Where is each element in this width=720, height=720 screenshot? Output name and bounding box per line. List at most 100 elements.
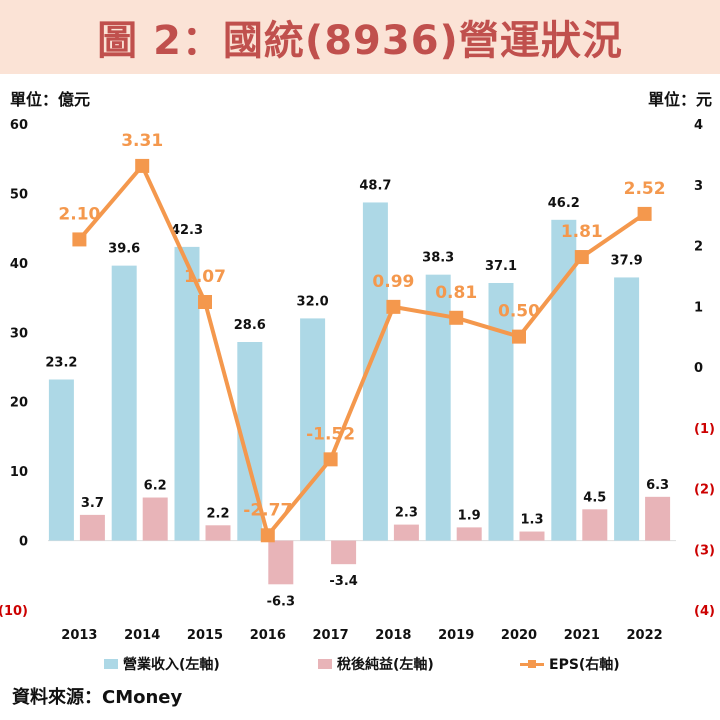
net-income-data-label: 3.7: [81, 496, 104, 511]
left-tick-label: 20: [10, 396, 28, 411]
source-note: 資料來源：CMoney: [12, 687, 183, 708]
revenue-data-label: 38.3: [422, 251, 454, 266]
revenue-data-label: 48.7: [359, 178, 391, 193]
x-tick-label: 2022: [627, 628, 663, 643]
right-tick-label: (2): [694, 483, 715, 498]
chart-title: 圖 2：國統(8936)營運狀況: [97, 18, 623, 64]
net-income-data-label: 4.5: [583, 490, 606, 505]
revenue-bar: [551, 219, 577, 541]
net-income-bar: [79, 514, 105, 541]
x-tick-label: 2016: [250, 628, 286, 643]
eps-marker: [637, 206, 652, 221]
net-income-bar: [645, 496, 671, 541]
legend-swatch-net-income: [318, 659, 332, 669]
net-income-data-label: 6.2: [144, 479, 167, 494]
revenue-bar: [300, 318, 326, 541]
eps-marker: [135, 158, 150, 173]
revenue-data-label: 46.2: [548, 196, 580, 211]
legend-item-net-income: 稅後純益(左軸): [318, 654, 434, 674]
net-income-bar: [456, 527, 482, 541]
net-income-data-label: 1.9: [458, 508, 481, 523]
net-income-data-label: 2.2: [206, 506, 229, 521]
revenue-data-label: 37.9: [611, 253, 643, 268]
left-tick-label: 30: [10, 326, 28, 341]
title-banner: 圖 2：國統(8936)營運狀況: [0, 0, 720, 74]
right-tick-label: 3: [694, 179, 703, 194]
right-tick-label: 1: [694, 300, 703, 315]
eps-marker: [260, 528, 275, 543]
left-tick-label: (10): [0, 604, 28, 619]
net-income-data-label: 2.3: [395, 506, 418, 521]
x-tick-label: 2017: [313, 628, 349, 643]
eps-data-label: 1.81: [561, 222, 603, 242]
net-income-bar: [268, 540, 294, 585]
eps-marker: [512, 329, 526, 344]
revenue-bar: [111, 265, 137, 541]
revenue-bar: [614, 277, 640, 541]
revenue-bar: [425, 274, 451, 541]
x-tick-label: 2018: [375, 628, 411, 643]
net-income-bar: [519, 531, 545, 541]
net-income-data-label: -3.4: [329, 574, 357, 589]
legend-swatch-eps: [520, 659, 544, 669]
eps-line: [77, 163, 646, 538]
right-tick-label: (3): [694, 543, 715, 558]
legend-label-eps: EPS(右軸): [549, 657, 620, 673]
eps-data-label: -2.77: [243, 500, 292, 520]
right-tick-label: (1): [694, 422, 715, 437]
x-tick-label: 2015: [187, 628, 223, 643]
revenue-data-label: 23.2: [45, 355, 77, 370]
eps-marker: [574, 250, 589, 265]
left-tick-label: 60: [10, 118, 28, 133]
x-tick-label: 2013: [61, 628, 97, 643]
left-tick-label: 0: [19, 535, 28, 550]
eps-data-label: 0.81: [435, 283, 477, 303]
eps-marker: [386, 299, 401, 314]
net-income-data-label: -6.3: [267, 594, 295, 609]
net-income-bar: [582, 509, 608, 541]
eps-marker: [323, 452, 338, 467]
left-tick-label: 40: [10, 257, 28, 272]
eps-data-label: 3.31: [121, 131, 163, 151]
revenue-data-label: 37.1: [485, 259, 517, 274]
net-income-bar: [331, 540, 357, 565]
eps-data-label: 0.50: [498, 302, 540, 322]
revenue-data-label: 42.3: [171, 223, 203, 238]
net-income-bar: [205, 525, 231, 541]
x-tick-label: 2021: [564, 628, 600, 643]
left-axis-unit: 單位：億元: [10, 90, 91, 109]
right-axis-unit: 單位：元: [647, 90, 712, 109]
legend-item-revenue: 營業收入(左軸): [104, 654, 220, 674]
net-income-data-label: 6.3: [646, 478, 669, 493]
right-tick-label: 2: [694, 240, 703, 255]
eps-marker: [72, 232, 87, 247]
revenue-bar: [48, 379, 74, 541]
eps-marker: [198, 294, 212, 309]
net-income-bar: [142, 497, 168, 541]
revenue-bar: [174, 246, 200, 541]
legend-swatch-revenue: [104, 659, 118, 669]
revenue-bar: [488, 282, 514, 541]
x-tick-label: 2014: [124, 628, 160, 643]
legend-item-eps: EPS(右軸): [520, 654, 620, 674]
eps-data-label: 0.99: [372, 272, 414, 292]
x-tick-label: 2019: [438, 628, 474, 643]
right-tick-label: (4): [694, 604, 715, 619]
revenue-data-label: 39.6: [108, 242, 140, 257]
net-income-data-label: 1.3: [520, 513, 543, 528]
x-tick-label: 2020: [501, 628, 537, 643]
eps-data-label: 2.10: [58, 204, 100, 224]
revenue-data-label: 32.0: [297, 294, 329, 309]
eps-data-label: 1.07: [184, 267, 226, 287]
left-tick-label: 10: [10, 465, 28, 480]
legend-label-revenue: 營業收入(左軸): [123, 657, 220, 673]
left-tick-label: 50: [10, 187, 28, 202]
revenue-data-label: 28.6: [234, 318, 266, 333]
right-tick-label: 0: [694, 361, 703, 376]
right-tick-label: 4: [694, 118, 703, 133]
eps-marker: [449, 310, 464, 325]
net-income-bar: [393, 524, 419, 541]
eps-data-label: 2.52: [624, 179, 666, 199]
eps-data-label: -1.52: [306, 424, 355, 444]
